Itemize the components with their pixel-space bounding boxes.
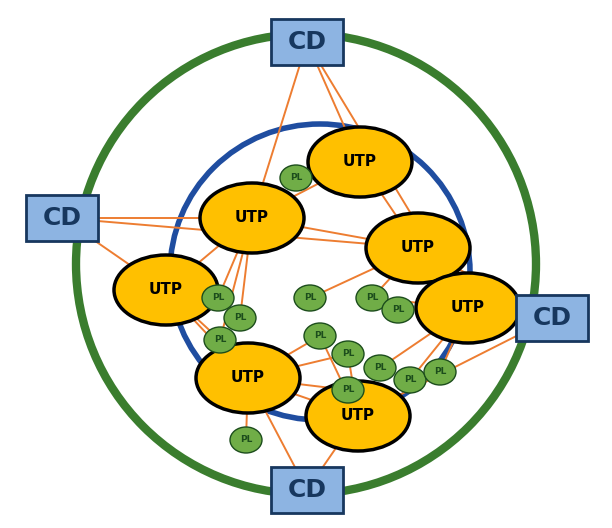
FancyBboxPatch shape xyxy=(26,195,98,241)
Text: PL: PL xyxy=(304,294,316,303)
Text: CD: CD xyxy=(532,306,572,330)
Ellipse shape xyxy=(416,273,520,343)
Text: PL: PL xyxy=(366,294,378,303)
FancyBboxPatch shape xyxy=(516,295,588,341)
FancyBboxPatch shape xyxy=(271,467,343,513)
Text: PL: PL xyxy=(342,385,354,394)
Ellipse shape xyxy=(332,341,364,367)
Text: UTP: UTP xyxy=(341,409,375,423)
Text: PL: PL xyxy=(212,294,224,303)
Ellipse shape xyxy=(394,367,426,393)
Text: UTP: UTP xyxy=(235,211,269,225)
Ellipse shape xyxy=(306,381,410,451)
Ellipse shape xyxy=(382,297,414,323)
Ellipse shape xyxy=(224,305,256,331)
Text: PL: PL xyxy=(214,335,226,344)
Text: UTP: UTP xyxy=(451,300,485,316)
Ellipse shape xyxy=(200,183,304,253)
Text: PL: PL xyxy=(234,314,246,323)
Text: UTP: UTP xyxy=(401,240,435,256)
Ellipse shape xyxy=(356,285,388,311)
Text: UTP: UTP xyxy=(149,282,183,297)
Ellipse shape xyxy=(364,355,396,381)
Ellipse shape xyxy=(204,327,236,353)
Ellipse shape xyxy=(424,359,456,385)
Text: PL: PL xyxy=(240,436,252,445)
Ellipse shape xyxy=(280,165,312,191)
Ellipse shape xyxy=(230,427,262,453)
Text: PL: PL xyxy=(392,306,404,315)
Text: PL: PL xyxy=(374,363,386,372)
Ellipse shape xyxy=(304,323,336,349)
Text: PL: PL xyxy=(434,367,446,376)
Ellipse shape xyxy=(366,213,470,283)
Text: CD: CD xyxy=(288,478,326,502)
Text: UTP: UTP xyxy=(231,371,265,385)
Text: UTP: UTP xyxy=(343,155,377,169)
Text: PL: PL xyxy=(342,350,354,359)
Text: PL: PL xyxy=(314,332,326,341)
Ellipse shape xyxy=(202,285,234,311)
FancyBboxPatch shape xyxy=(271,19,343,65)
Ellipse shape xyxy=(332,377,364,403)
Ellipse shape xyxy=(308,127,412,197)
Ellipse shape xyxy=(114,255,218,325)
Text: PL: PL xyxy=(404,375,416,384)
Ellipse shape xyxy=(294,285,326,311)
Text: CD: CD xyxy=(42,206,81,230)
Text: CD: CD xyxy=(288,30,326,54)
Text: PL: PL xyxy=(290,174,302,183)
Ellipse shape xyxy=(196,343,300,413)
